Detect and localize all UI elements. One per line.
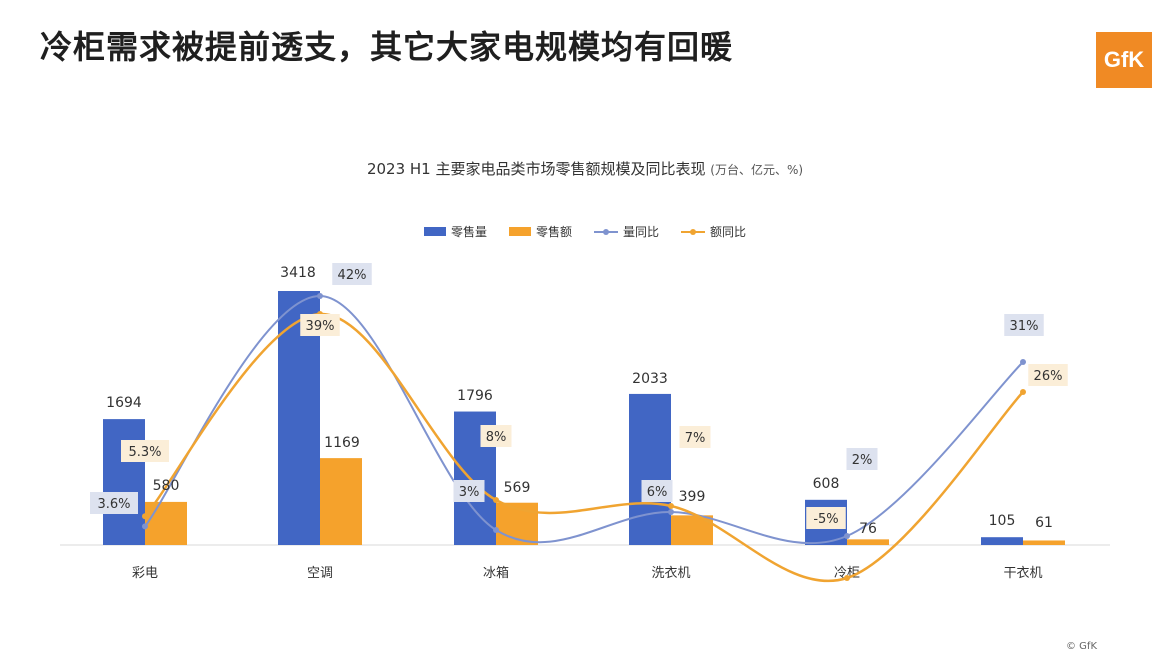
- data-label-volume-yoy-2-bg: [453, 480, 485, 502]
- data-label-volume-5: 105: [989, 513, 1016, 529]
- bar-sales-4: [847, 539, 889, 545]
- copyright-text: © GfK: [1066, 641, 1098, 652]
- point-volume-yoy-2: [493, 527, 499, 533]
- data-label-sales-yoy-4: -5%: [813, 512, 838, 527]
- legend-label-sales-yoy: 额同比: [710, 225, 747, 239]
- data-label-volume-0: 1694: [106, 395, 142, 411]
- data-label-sales-yoy-1-bg: [300, 314, 340, 336]
- chart-title-text: 2023 H1 主要家电品类市场零售额规模及同比表现: [366, 160, 706, 178]
- bar-sales-1: [320, 458, 362, 545]
- bar-volume-5: [981, 537, 1023, 545]
- bar-volume-0: [103, 419, 145, 545]
- legend-item-volume-yoy: 量同比: [594, 223, 659, 240]
- data-label-sales-yoy-2: 8%: [486, 430, 507, 445]
- slide-title: 冷柜需求被提前透支，其它大家电规模均有回暖: [40, 28, 734, 66]
- data-label-volume-3: 2033: [632, 371, 668, 387]
- x-tick-label-0: 彩电: [132, 566, 158, 581]
- gfk-logo: GfK: [1096, 32, 1152, 88]
- x-tick-label-1: 空调: [307, 566, 333, 581]
- line-sales-yoy: [144, 312, 1024, 583]
- point-volume-yoy-5: [1020, 359, 1026, 365]
- data-label-volume-yoy-5: 31%: [1010, 319, 1039, 334]
- data-label-sales-2: 569: [504, 480, 531, 496]
- point-sales-yoy-5: [1020, 389, 1026, 395]
- x-tick-label-4: 冷柜: [834, 566, 860, 581]
- data-label-volume-yoy-1-bg: [332, 263, 372, 285]
- data-label-volume-yoy-3: 6%: [647, 485, 668, 500]
- data-label-sales-yoy-3: 7%: [685, 431, 706, 446]
- data-label-sales-0: 580: [153, 478, 180, 494]
- point-sales-yoy-3: [668, 503, 674, 509]
- legend-label-sales: 零售额: [535, 225, 572, 239]
- legend-swatch-sales: [508, 227, 531, 236]
- data-label-sales-yoy-4-bg: [806, 507, 846, 529]
- data-label-sales-4: 76: [859, 521, 877, 537]
- x-tick-label-3: 洗衣机: [651, 565, 690, 581]
- point-volume-yoy-1: [317, 293, 323, 299]
- x-tick-label-5: 干衣机: [1003, 565, 1042, 581]
- chart-legend: 零售量 零售额 量同比 额同比: [0, 223, 1170, 240]
- point-sales-yoy-0: [142, 513, 148, 520]
- x-tick-label-2: 冰箱: [483, 565, 509, 581]
- data-label-sales-yoy-1: 39%: [306, 319, 335, 334]
- data-label-volume-yoy-2: 3%: [459, 485, 480, 500]
- data-label-volume-yoy-5-bg: [1004, 314, 1044, 336]
- data-label-volume-yoy-4: 2%: [852, 453, 873, 468]
- legend-item-sales-yoy: 额同比: [681, 223, 746, 240]
- legend-label-volume: 零售量: [450, 225, 487, 239]
- legend-swatch-volume: [423, 227, 446, 236]
- data-label-sales-yoy-5-bg: [1028, 364, 1068, 386]
- bar-volume-3: [629, 393, 671, 545]
- data-label-sales-yoy-5: 26%: [1034, 369, 1063, 384]
- data-label-volume-4: 608: [813, 476, 840, 492]
- legend-label-volume-yoy: 量同比: [623, 225, 660, 239]
- data-label-volume-2: 1796: [457, 388, 493, 404]
- data-label-sales-yoy-0-bg: [121, 440, 169, 462]
- legend-item-sales: 零售额: [508, 223, 572, 240]
- data-label-volume-yoy-0: 3.6%: [97, 497, 130, 512]
- data-label-volume-yoy-0-bg: [90, 492, 138, 514]
- bar-sales-5: [1023, 540, 1065, 545]
- legend-swatch-sales-yoy: [681, 227, 706, 237]
- chart-title: 2023 H1 主要家电品类市场零售额规模及同比表现 (万台、亿元、%): [0, 158, 1170, 179]
- point-volume-yoy-3: [668, 509, 674, 515]
- point-sales-yoy-2: [493, 497, 499, 503]
- legend-item-volume: 零售量: [423, 223, 487, 240]
- data-label-sales-5: 61: [1035, 515, 1053, 531]
- data-label-volume-yoy-1: 42%: [338, 268, 367, 283]
- data-label-sales-yoy-3-bg: [679, 426, 711, 448]
- data-label-volume-yoy-4-bg: [846, 448, 878, 470]
- data-label-sales-yoy-2-bg: [480, 425, 512, 447]
- data-label-sales-yoy-0: 5.3%: [128, 445, 161, 460]
- point-sales-yoy-4: [844, 575, 850, 581]
- point-volume-yoy-4: [844, 533, 850, 539]
- line-volume-yoy: [144, 294, 1024, 545]
- legend-swatch-volume-yoy: [594, 227, 618, 237]
- data-label-volume-yoy-3-bg: [641, 480, 673, 502]
- data-label-sales-1: 1169: [324, 435, 360, 451]
- point-volume-yoy-0: [142, 523, 148, 530]
- data-label-sales-3: 399: [679, 489, 706, 505]
- data-label-volume-1: 3418: [280, 265, 316, 281]
- chart-title-unit: (万台、亿元、%): [710, 163, 804, 177]
